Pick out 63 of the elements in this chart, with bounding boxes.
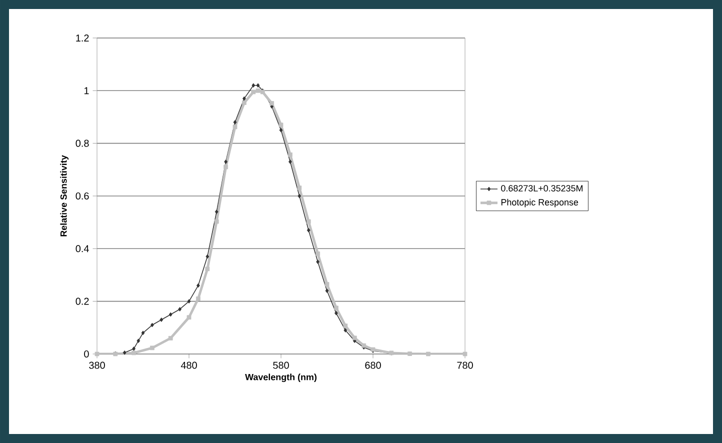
x-tick-label: 480 — [180, 362, 197, 369]
point — [214, 210, 218, 214]
point — [325, 288, 329, 293]
point — [178, 307, 182, 312]
point — [316, 251, 320, 256]
y-tick-label: 0 — [84, 350, 89, 358]
x-tick-label: 580 — [273, 362, 289, 369]
point — [270, 101, 274, 106]
point — [298, 194, 302, 198]
legend-label: 0.68273L+0.35235M — [501, 185, 582, 192]
point — [288, 152, 292, 157]
legend-label: Photopic Response — [501, 198, 578, 208]
y-tick-label: 0.6 — [76, 192, 89, 200]
point — [324, 282, 330, 286]
point — [187, 299, 191, 304]
point — [233, 120, 237, 124]
point — [150, 346, 154, 350]
point — [232, 124, 238, 130]
x-tick-label: 380 — [89, 362, 105, 369]
point — [306, 228, 310, 232]
y-tick-label: 1.2 — [76, 34, 89, 42]
point — [136, 338, 140, 344]
point — [297, 186, 302, 190]
point — [122, 350, 126, 355]
point — [334, 310, 338, 316]
point — [150, 322, 154, 328]
point — [288, 160, 292, 164]
y-axis-title: Relative Sensitivity — [60, 155, 69, 236]
point — [352, 336, 357, 340]
point — [168, 312, 172, 317]
point — [160, 318, 164, 322]
y-tick-label: 0.4 — [76, 245, 89, 252]
point — [256, 88, 260, 93]
point — [214, 219, 219, 224]
point — [206, 254, 210, 259]
point — [196, 296, 200, 301]
point — [343, 324, 348, 328]
point — [132, 346, 136, 351]
point — [242, 100, 246, 105]
point — [278, 122, 284, 128]
y-tick-label: 1 — [84, 87, 89, 94]
point — [279, 128, 283, 132]
point — [224, 164, 228, 170]
point — [316, 260, 320, 264]
point — [334, 306, 338, 310]
point — [168, 336, 173, 340]
point — [224, 160, 228, 164]
point — [252, 83, 256, 88]
point — [251, 90, 256, 94]
point — [132, 350, 136, 356]
point — [306, 219, 311, 224]
x-tick-label: 680 — [365, 362, 381, 369]
y-tick-label: 0.2 — [76, 298, 89, 305]
point — [141, 330, 145, 336]
point — [256, 83, 260, 88]
x-axis-title: Wavelength (nm) — [245, 374, 317, 382]
point — [186, 315, 192, 320]
point — [344, 328, 348, 332]
point — [242, 96, 246, 101]
y-tick-label: 0.8 — [76, 140, 89, 147]
x-tick-label: 780 — [457, 362, 473, 369]
point — [205, 266, 210, 272]
point — [196, 283, 200, 288]
